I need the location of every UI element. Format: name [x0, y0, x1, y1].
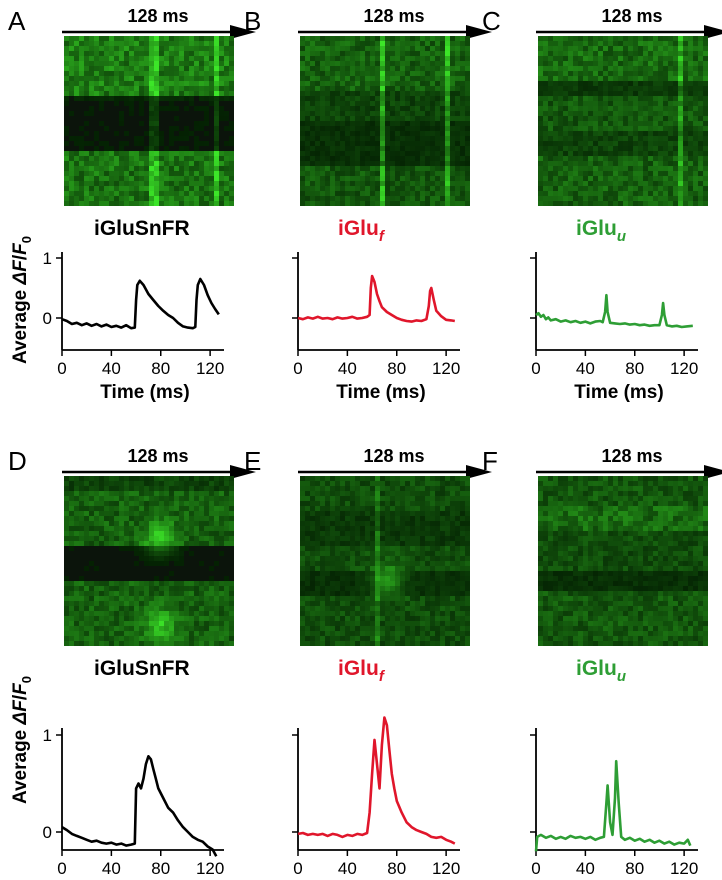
scan-arrow-head	[230, 25, 256, 39]
scan-duration-label: 128 ms	[127, 446, 188, 466]
x-tick-label: 120	[670, 359, 698, 378]
scan-arrow-head	[466, 465, 492, 479]
scan-duration-label: 128 ms	[363, 6, 424, 26]
series-line	[297, 716, 456, 845]
ylabel-bottom: Average ΔF/F0	[10, 676, 34, 804]
linescan-image	[538, 476, 708, 646]
panel-letter: B	[244, 6, 261, 36]
x-tick-label: 80	[387, 859, 406, 878]
panel-B: B 128 ms iGluf 0 40 80 120 Time (ms)	[244, 6, 492, 403]
x-tick-label: 40	[576, 859, 595, 878]
trace-title: iGluSnFR	[94, 217, 190, 240]
y-axis-label: Average ΔF/F0	[10, 236, 34, 364]
panel-letter: A	[8, 6, 26, 36]
panel-A: A 128 ms iGluSnFR 0 1 0 40 80 120 Time (ms)	[8, 6, 256, 403]
x-tick-label: 0	[57, 859, 66, 878]
x-tick-label: 80	[151, 359, 170, 378]
trace-title: iGluu	[576, 657, 626, 685]
x-tick-label: 80	[151, 859, 170, 878]
series-line	[535, 293, 693, 329]
scan-arrow-head	[704, 465, 722, 479]
scan-arrow-head	[466, 25, 492, 39]
x-tick-label: 0	[57, 359, 66, 378]
panel-letter: F	[482, 446, 498, 476]
y-tick-label: 1	[43, 726, 52, 745]
x-axis-label: Time (ms)	[336, 382, 425, 403]
x-tick-label: 120	[670, 859, 698, 878]
x-tick-label: 40	[338, 359, 357, 378]
scan-duration-label: 128 ms	[601, 446, 662, 466]
x-tick-label: 0	[293, 859, 302, 878]
x-tick-label: 120	[432, 859, 460, 878]
x-tick-label: 0	[531, 359, 540, 378]
scan-arrow-head	[704, 25, 722, 39]
x-tick-label: 120	[196, 359, 224, 378]
scan-duration-label: 128 ms	[127, 6, 188, 26]
ylabel-top: Average ΔF/F0	[10, 236, 34, 364]
panel-C: C 128 ms iGluu 0 40 80 120 Time (ms)	[482, 6, 722, 403]
linescan-image	[538, 36, 708, 206]
series-line	[534, 759, 692, 852]
x-tick-label: 40	[102, 859, 121, 878]
y-axis-label: Average ΔF/F0	[10, 676, 34, 804]
panel-letter: E	[244, 446, 261, 476]
scan-duration-label: 128 ms	[601, 6, 662, 26]
x-tick-label: 40	[576, 359, 595, 378]
x-tick-label: 80	[625, 359, 644, 378]
x-axis-label: Time (ms)	[100, 382, 189, 403]
trace-title-subscript: u	[617, 668, 626, 685]
series-line	[297, 274, 456, 323]
trace-title-subscript: u	[617, 228, 626, 245]
x-tick-label: 0	[531, 859, 540, 878]
trace-title: iGluf	[338, 217, 386, 245]
x-tick-label: 0	[293, 359, 302, 378]
linescan-image	[300, 36, 470, 206]
trace-title: iGluu	[576, 217, 626, 245]
x-tick-label: 80	[625, 859, 644, 878]
y-tick-label: 0	[43, 823, 52, 842]
scan-arrow-head	[230, 465, 256, 479]
y-tick-label: 0	[43, 309, 52, 328]
x-tick-label: 120	[196, 859, 224, 878]
trace-title: iGluf	[338, 657, 386, 685]
trace-title-subscript: f	[379, 228, 386, 245]
panel-letter: D	[8, 446, 27, 476]
series-line	[61, 277, 220, 330]
linescan-image	[64, 476, 234, 646]
x-tick-label: 80	[387, 359, 406, 378]
x-tick-label: 120	[432, 359, 460, 378]
trace-title: iGluSnFR	[94, 657, 190, 680]
y-tick-label: 1	[43, 249, 52, 268]
linescan-image	[300, 476, 470, 646]
x-tick-label: 40	[102, 359, 121, 378]
scan-duration-label: 128 ms	[363, 446, 424, 466]
trace-title-subscript: f	[379, 668, 386, 685]
x-tick-label: 40	[338, 859, 357, 878]
linescan-image	[64, 36, 234, 206]
x-axis-label: Time (ms)	[574, 382, 663, 403]
panel-letter: C	[482, 6, 501, 36]
series-line	[61, 755, 218, 857]
